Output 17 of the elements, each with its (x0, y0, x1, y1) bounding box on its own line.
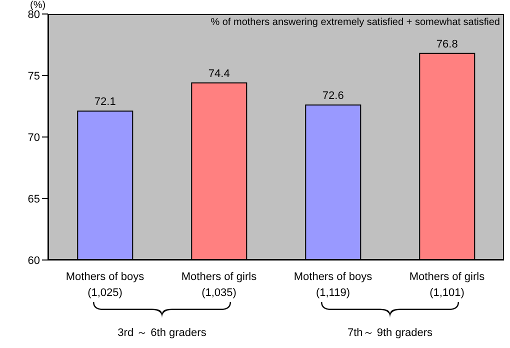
y-tick-label: 70 (28, 132, 40, 144)
x-tick-label: Mothers of boys (1,119) (294, 271, 373, 299)
data-label: 76.8 (436, 38, 458, 50)
x-tick-label: Mothers of boys (1,025) (66, 271, 145, 299)
data-label: 72.1 (94, 96, 116, 108)
y-tick-label: 65 (28, 193, 40, 206)
y-axis-title: (%) (30, 0, 46, 11)
data-label: 72.6 (322, 90, 344, 102)
y-tick-label: 75 (28, 70, 40, 82)
x-tick-label: Mothers of girls (1,035) (181, 271, 258, 299)
y-tick-label: 80 (28, 8, 40, 21)
text: 3rd ～ 6th graders (118, 327, 207, 339)
data-label: 74.4 (208, 68, 230, 80)
text: 7th～ 9th graders (348, 327, 433, 339)
x-tick-label: Mothers of girls (1,101) (409, 271, 486, 299)
y-tick-label: 60 (28, 254, 40, 267)
annotation: % of mothers answering extremely satisfied + somewhat satisfied (210, 17, 500, 28)
